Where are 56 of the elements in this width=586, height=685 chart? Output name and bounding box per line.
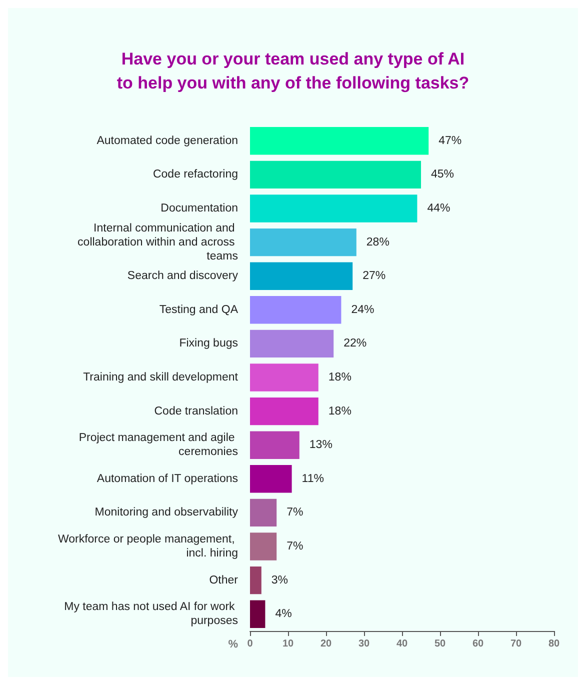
data-label: 44% — [427, 202, 450, 214]
x-tick-label: 30 — [358, 638, 370, 650]
data-label: 28% — [366, 236, 390, 248]
data-label: 7% — [286, 540, 304, 552]
x-axis-title: % — [228, 638, 238, 650]
data-label: 7% — [286, 506, 304, 519]
bar — [250, 262, 353, 290]
y-tick-label: Internal communication and collaboration within and across teams — [78, 222, 238, 262]
bar — [250, 600, 266, 628]
y-tick-label: Monitoring and observability — [94, 506, 238, 519]
bar — [250, 465, 292, 493]
x-tick-label: 80 — [548, 638, 560, 650]
data-label: 47% — [438, 134, 462, 147]
data-label: 24% — [351, 304, 374, 316]
bar — [250, 364, 318, 392]
x-tick-label: 70 — [510, 638, 522, 650]
bar — [250, 228, 356, 256]
data-label: 11% — [302, 472, 324, 485]
data-label: 13% — [309, 439, 332, 452]
x-tick-label: 0 — [247, 638, 254, 650]
y-tick-label: Project management and agile ceremonies — [78, 432, 238, 458]
x-tick-label: 10 — [282, 638, 294, 650]
y-tick-label: Code refactoring — [152, 168, 238, 181]
y-tick-label: Training and skill development — [83, 372, 239, 384]
y-tick-label: Testing and QA — [159, 304, 238, 316]
y-tick-label: Search and discovery — [127, 270, 238, 282]
data-label: 18% — [328, 405, 352, 418]
bar — [250, 532, 277, 560]
bar — [250, 194, 418, 222]
x-tick-label: 50 — [434, 638, 446, 650]
bar — [250, 397, 318, 426]
y-tick-label: Code translation — [154, 405, 238, 418]
data-label: 4% — [275, 608, 292, 620]
y-tick-label: Other — [209, 574, 238, 586]
bar — [250, 431, 300, 459]
x-tick-label: 40 — [396, 638, 408, 650]
data-label: 18% — [328, 372, 352, 384]
data-label: 27% — [362, 270, 386, 282]
y-tick-label: My team has not used AI for work purposes — [64, 601, 238, 628]
y-tick-label: Workforce or people management, incl. hiring — [58, 534, 238, 560]
bar — [250, 127, 429, 155]
y-tick-label: Automated code generation — [96, 134, 238, 147]
bar — [250, 566, 262, 594]
y-tick-label: Fixing bugs — [179, 338, 238, 350]
bar — [250, 296, 342, 324]
data-label: 22% — [344, 338, 367, 350]
bar — [250, 498, 277, 527]
chart-title: Have you or your team used any type of AI to help you with any of the following tasks? — [116, 50, 470, 92]
data-label: 45% — [431, 168, 454, 181]
y-tick-label: Documentation — [160, 202, 238, 214]
y-tick-label: Automation of IT operations — [96, 472, 238, 485]
bar — [250, 160, 421, 189]
bar — [250, 330, 334, 358]
data-label: 3% — [271, 574, 288, 586]
x-tick-label: 20 — [320, 638, 332, 650]
x-tick-label: 60 — [472, 638, 484, 650]
